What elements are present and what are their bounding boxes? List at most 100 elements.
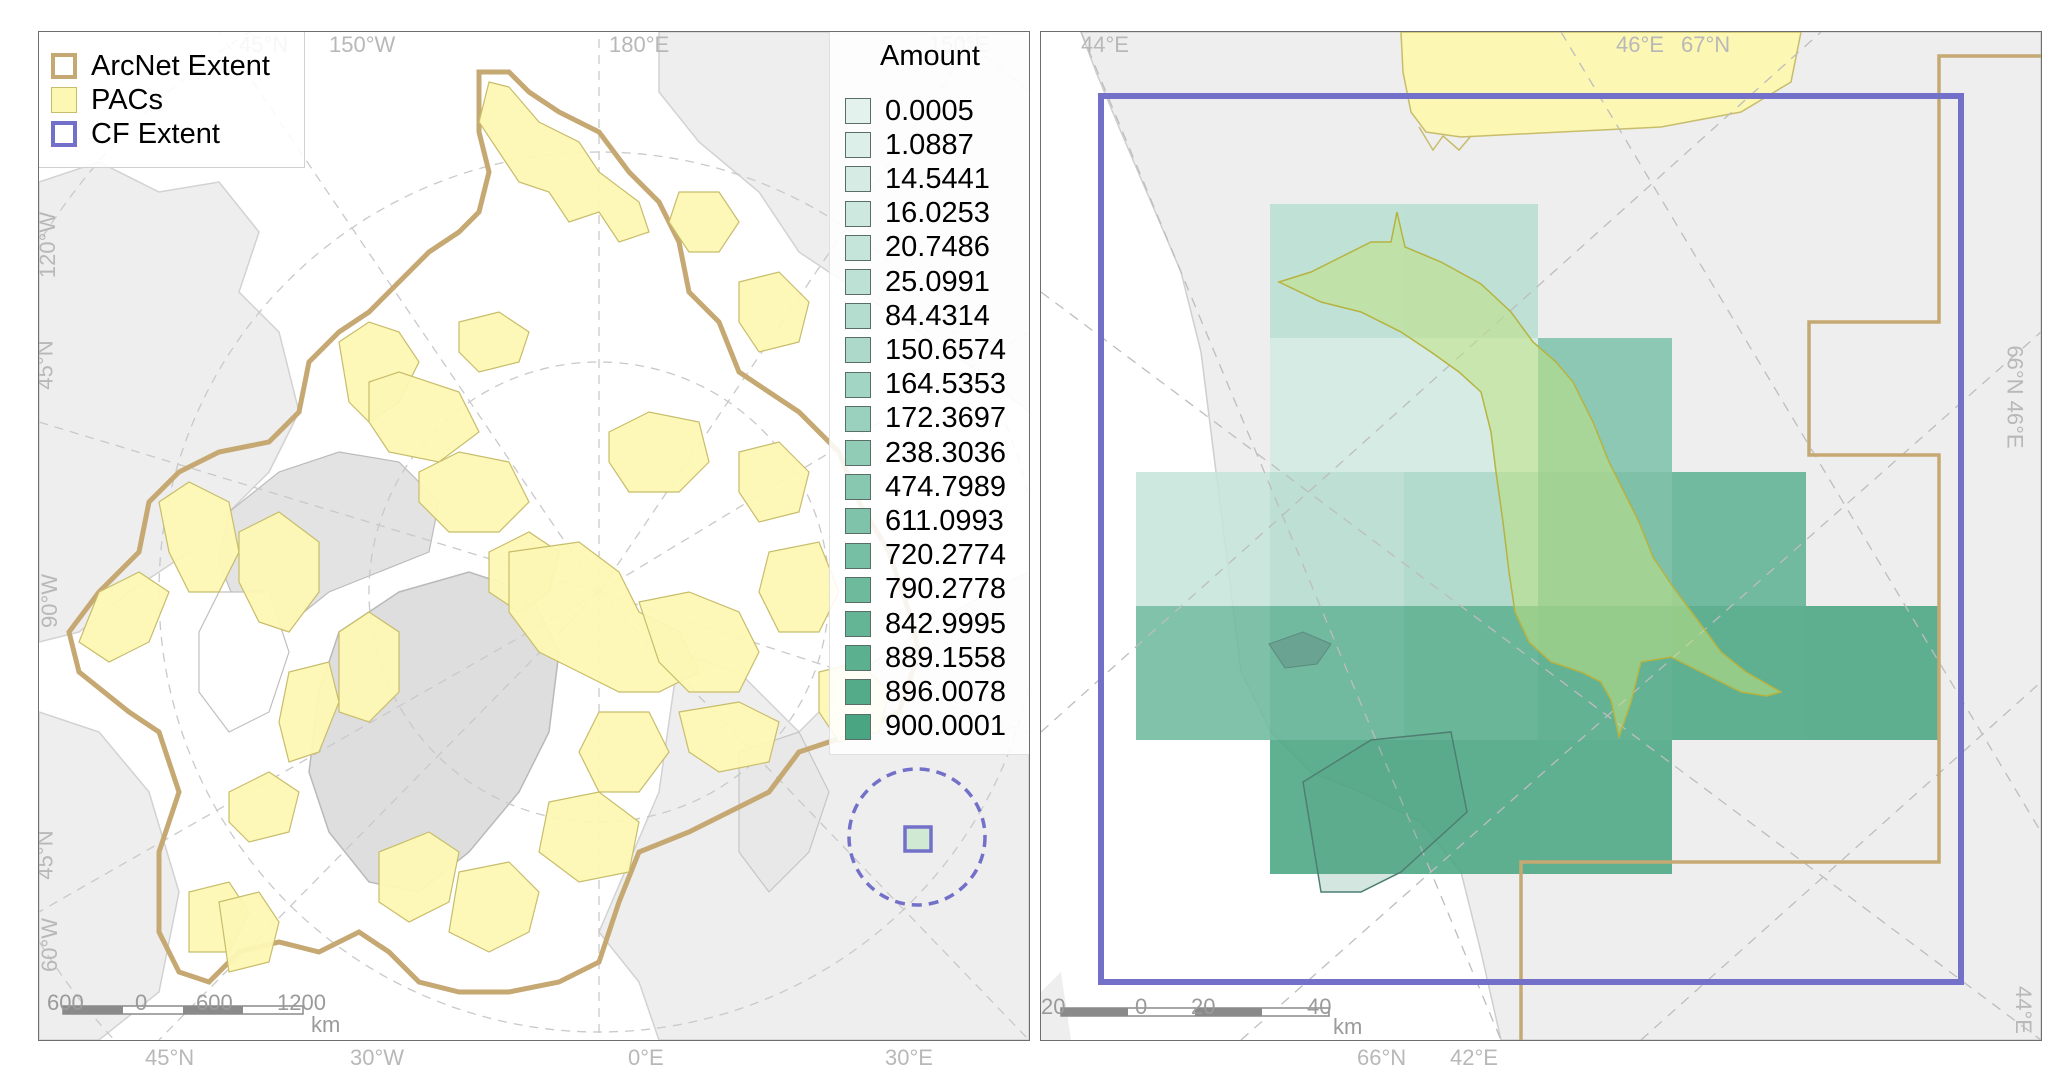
overview-scale-tick-4: 1200 bbox=[277, 990, 326, 1015]
amount-legend-item: 150.6574 bbox=[845, 333, 1006, 367]
grid-cell bbox=[1404, 740, 1538, 874]
grat-label-left-5: 60°W bbox=[38, 917, 63, 973]
detail-grat-bottom-1: 66°N bbox=[1357, 1045, 1407, 1070]
grid-cell bbox=[1270, 472, 1404, 606]
amount-legend-item: 790.2778 bbox=[845, 573, 1006, 607]
grat-label-bottom-1: 45°N bbox=[145, 1045, 195, 1070]
amount-legend-label: 238.3036 bbox=[885, 436, 1006, 469]
legend-cf-label: CF Extent bbox=[91, 117, 220, 150]
legend-pacs-label: PACs bbox=[91, 83, 163, 116]
detail-grat-top-2: 46°E bbox=[1616, 32, 1664, 57]
amount-swatch bbox=[845, 576, 871, 603]
detail-land-west bbox=[1041, 972, 1071, 1040]
cf-extent-locator-circle bbox=[847, 767, 987, 907]
detail-grat-right-2: 44°E bbox=[2010, 986, 2036, 1034]
detail-island-1 bbox=[1268, 631, 1332, 669]
detail-scale-bar bbox=[1060, 1007, 1330, 1017]
amount-swatch bbox=[845, 405, 871, 432]
grat-label-left-2: 45°N bbox=[38, 340, 58, 390]
amount-legend-label: 164.5353 bbox=[885, 368, 1006, 401]
amount-legend-label: 1.0887 bbox=[885, 128, 974, 161]
detail-map-canvas bbox=[1041, 32, 2041, 1040]
pacific-coast-landmass bbox=[39, 711, 180, 1040]
pacs-swatch bbox=[51, 87, 77, 113]
amount-legend-item: 25.0991 bbox=[845, 265, 990, 299]
amount-legend-item: 20.7486 bbox=[845, 231, 990, 265]
amount-swatch bbox=[845, 98, 871, 124]
amount-legend-label: 474.7989 bbox=[885, 470, 1006, 503]
amount-legend-item: 238.3036 bbox=[845, 436, 1006, 470]
amount-legend-title: Amount bbox=[880, 40, 980, 72]
grid-cell bbox=[1404, 606, 1538, 740]
amount-legend-item: 14.5441 bbox=[845, 162, 990, 196]
amount-swatch bbox=[845, 542, 871, 569]
amount-swatch bbox=[845, 303, 871, 330]
detail-grat-top-1: 44°E bbox=[1081, 32, 1129, 57]
grid-cell bbox=[1270, 606, 1404, 740]
legend-arcnet-label: ArcNet Extent bbox=[91, 49, 270, 82]
amount-swatch bbox=[845, 371, 871, 398]
amount-swatch bbox=[845, 611, 871, 637]
amount-legend-item: 0.0005 bbox=[845, 94, 974, 128]
amount-swatch bbox=[845, 200, 871, 227]
amount-legend-label: 150.6574 bbox=[885, 333, 1006, 366]
amount-legend-item: 474.7989 bbox=[845, 470, 1006, 504]
amount-legend-label: 16.0253 bbox=[885, 197, 990, 230]
grid-cell bbox=[1270, 338, 1404, 472]
cf-extent-rectangle bbox=[1098, 93, 1964, 985]
arcnet-swatch bbox=[51, 53, 77, 79]
amount-swatch bbox=[845, 440, 871, 466]
grid-cell bbox=[1136, 606, 1270, 740]
legend-item-cf: CF Extent bbox=[51, 118, 220, 150]
amount-legend-item: 172.3697 bbox=[845, 402, 1006, 436]
amount-legend-item: 164.5353 bbox=[845, 368, 1006, 402]
legend-item-arcnet: ArcNet Extent bbox=[51, 50, 270, 82]
grat-label-top-3: 180°E bbox=[609, 32, 670, 57]
arcnet-extent-boundary bbox=[66, 69, 922, 995]
detail-map-panel[interactable]: 44°E 46°E 67°N 66°N 46°E 44°E 20 0 20 40… bbox=[1040, 31, 2042, 1041]
amount-legend-item: 896.0078 bbox=[845, 675, 1006, 709]
detail-scale-tick-3: 20 bbox=[1191, 994, 1216, 1019]
detail-grat-bottom-2: 42°E bbox=[1450, 1045, 1498, 1070]
overview-scale-tick-3: 600 bbox=[196, 990, 233, 1015]
amount-swatch bbox=[845, 679, 871, 706]
grat-label-left-3: 90°W bbox=[38, 573, 63, 629]
grat-label-top-2: 150°W bbox=[329, 32, 396, 57]
detail-scale-tick-2: 0 bbox=[1135, 994, 1148, 1019]
amount-legend-label: 25.0991 bbox=[885, 265, 990, 298]
scandinavia-landmass bbox=[738, 731, 830, 893]
overview-scale-bar bbox=[62, 1005, 304, 1015]
overview-map-panel[interactable]: 45°N 150°W 180°E 150°E 120°W 45°N 90°W 4… bbox=[38, 31, 1030, 1041]
pac-polygons bbox=[78, 81, 890, 973]
amount-swatch bbox=[845, 713, 871, 740]
detail-arcnet-boundary bbox=[1519, 54, 2041, 1040]
cf-extent-locator-box bbox=[903, 825, 933, 853]
detail-grat-right-1: 66°N 46°E bbox=[2002, 345, 2028, 449]
amount-legend: Amount 0.0005 1.0887 14.5441 16.0253 20.7486… bbox=[829, 32, 1029, 755]
amount-legend-label: 889.1558 bbox=[885, 641, 1006, 674]
amount-legend-label: 20.7486 bbox=[885, 231, 990, 264]
amount-legend-item: 1.0887 bbox=[845, 128, 974, 162]
cf-swatch bbox=[51, 121, 77, 147]
amount-swatch bbox=[845, 645, 871, 672]
overview-scale-unit: km bbox=[311, 1012, 341, 1037]
map-legend: ArcNet Extent PACs CF Extent bbox=[39, 32, 305, 168]
amount-legend-item: 84.4314 bbox=[845, 299, 990, 333]
amount-legend-label: 14.5441 bbox=[885, 162, 990, 195]
grid-cell bbox=[1136, 472, 1270, 606]
detail-pac-green bbox=[1276, 211, 1783, 740]
amount-legend-label: 896.0078 bbox=[885, 675, 1006, 708]
detail-scale-tick-4: 40 bbox=[1307, 994, 1332, 1019]
amount-swatch bbox=[845, 269, 871, 295]
detail-scale-unit: km bbox=[1333, 1014, 1363, 1039]
grid-cell bbox=[1672, 472, 1806, 606]
amount-legend-label: 84.4314 bbox=[885, 299, 990, 332]
amount-legend-label: 0.0005 bbox=[885, 94, 974, 127]
grat-label-bottom-2: 30°W bbox=[350, 1045, 405, 1070]
grid-cell bbox=[1270, 740, 1404, 874]
amount-swatch bbox=[845, 337, 871, 364]
amount-legend-label: 611.0993 bbox=[885, 504, 1004, 537]
detail-coast-dark bbox=[1302, 731, 1468, 893]
grat-label-left-4: 45°N bbox=[38, 830, 58, 880]
grat-label-bottom-3: 0°E bbox=[628, 1045, 664, 1070]
